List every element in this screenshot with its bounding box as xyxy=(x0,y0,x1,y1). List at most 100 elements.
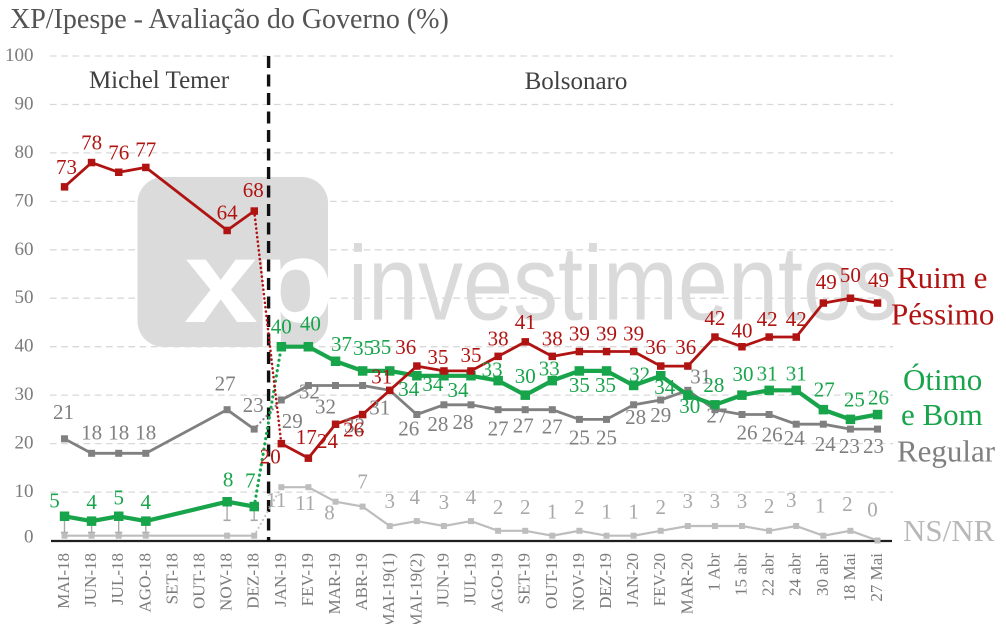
svg-text:JUN-19: JUN-19 xyxy=(433,553,452,607)
svg-text:28: 28 xyxy=(453,410,474,434)
svg-text:27: 27 xyxy=(706,404,727,428)
svg-text:ABR-19: ABR-19 xyxy=(352,553,371,611)
svg-text:JUL-19: JUL-19 xyxy=(461,553,480,605)
svg-text:8: 8 xyxy=(223,468,234,492)
svg-text:2: 2 xyxy=(520,495,531,519)
svg-text:18 Mai: 18 Mai xyxy=(840,553,859,602)
svg-text:18: 18 xyxy=(81,420,102,444)
svg-text:23: 23 xyxy=(863,434,884,458)
svg-text:10: 10 xyxy=(15,481,34,502)
svg-text:4: 4 xyxy=(86,490,97,514)
svg-text:FEV-19: FEV-19 xyxy=(298,553,317,606)
svg-text:38: 38 xyxy=(542,326,563,350)
svg-text:25: 25 xyxy=(569,425,590,449)
svg-text:34: 34 xyxy=(654,375,676,399)
svg-text:SET-19: SET-19 xyxy=(515,553,534,604)
svg-text:NS/NR: NS/NR xyxy=(903,513,995,548)
svg-text:3: 3 xyxy=(683,489,694,513)
svg-text:1: 1 xyxy=(547,500,558,524)
svg-text:49: 49 xyxy=(868,268,889,292)
svg-text:11: 11 xyxy=(266,488,286,512)
svg-text:76: 76 xyxy=(108,140,129,164)
svg-text:MAI-19(2): MAI-19(2) xyxy=(406,553,425,624)
svg-text:24: 24 xyxy=(784,426,806,450)
svg-text:JUN-18: JUN-18 xyxy=(81,553,100,607)
svg-text:64: 64 xyxy=(217,200,239,224)
svg-text:JUL-18: JUL-18 xyxy=(108,553,127,605)
svg-text:e Bom: e Bom xyxy=(901,397,983,432)
svg-text:29: 29 xyxy=(650,403,671,427)
svg-text:DEZ-18: DEZ-18 xyxy=(244,553,263,609)
svg-text:35: 35 xyxy=(427,345,448,369)
svg-text:4: 4 xyxy=(466,485,477,509)
svg-text:MAR-20: MAR-20 xyxy=(677,553,696,614)
svg-text:21: 21 xyxy=(53,400,74,424)
svg-text:3: 3 xyxy=(737,489,748,513)
svg-text:MAR-19: MAR-19 xyxy=(325,553,344,614)
svg-text:68: 68 xyxy=(243,178,264,202)
svg-text:31: 31 xyxy=(690,364,711,388)
svg-text:26: 26 xyxy=(398,417,419,441)
svg-text:3: 3 xyxy=(384,489,395,513)
svg-text:3: 3 xyxy=(439,490,450,514)
svg-text:2: 2 xyxy=(842,492,853,516)
svg-text:42: 42 xyxy=(786,307,807,331)
svg-text:8: 8 xyxy=(324,501,335,525)
svg-text:20: 20 xyxy=(260,445,281,469)
svg-text:18: 18 xyxy=(108,420,129,444)
svg-text:40: 40 xyxy=(732,319,753,343)
svg-text:33: 33 xyxy=(482,358,503,382)
svg-text:32: 32 xyxy=(344,414,365,438)
svg-text:FEV-20: FEV-20 xyxy=(650,553,669,606)
svg-text:73: 73 xyxy=(56,155,77,179)
svg-text:7: 7 xyxy=(357,470,368,494)
svg-text:AGO-19: AGO-19 xyxy=(488,553,507,613)
svg-text:0: 0 xyxy=(867,498,878,522)
svg-text:26: 26 xyxy=(762,423,783,447)
svg-text:50: 50 xyxy=(15,287,34,308)
svg-text:OUT-19: OUT-19 xyxy=(542,553,561,609)
svg-text:22 abr: 22 abr xyxy=(759,553,778,596)
svg-text:27: 27 xyxy=(814,378,835,402)
svg-text:Bolsonaro: Bolsonaro xyxy=(525,68,628,95)
svg-text:39: 39 xyxy=(569,322,590,346)
svg-text:NOV-18: NOV-18 xyxy=(217,553,236,611)
svg-text:27: 27 xyxy=(215,372,236,396)
svg-text:31: 31 xyxy=(369,395,390,419)
svg-text:27: 27 xyxy=(542,415,563,439)
svg-text:4: 4 xyxy=(410,485,421,509)
svg-text:Regular: Regular xyxy=(897,434,996,469)
svg-text:3: 3 xyxy=(786,488,797,512)
svg-text:32: 32 xyxy=(629,363,650,387)
svg-text:NOV-19: NOV-19 xyxy=(569,553,588,611)
svg-text:42: 42 xyxy=(757,307,778,331)
svg-text:35: 35 xyxy=(595,373,616,397)
svg-text:MAI-18: MAI-18 xyxy=(54,553,73,609)
svg-text:36: 36 xyxy=(645,335,666,359)
svg-text:SET-18: SET-18 xyxy=(162,553,181,604)
svg-text:40: 40 xyxy=(271,315,292,339)
svg-text:15 abr: 15 abr xyxy=(732,553,751,596)
svg-text:100: 100 xyxy=(5,45,34,66)
svg-text:30: 30 xyxy=(733,362,754,386)
svg-text:5: 5 xyxy=(49,488,60,512)
svg-text:39: 39 xyxy=(596,322,617,346)
svg-text:1 Abr: 1 Abr xyxy=(704,553,723,592)
svg-text:26: 26 xyxy=(868,386,889,410)
svg-text:JAN-20: JAN-20 xyxy=(623,553,642,607)
svg-text:28: 28 xyxy=(703,373,724,397)
svg-text:2: 2 xyxy=(493,495,504,519)
svg-text:35: 35 xyxy=(461,343,482,367)
svg-text:41: 41 xyxy=(515,310,536,334)
svg-text:26: 26 xyxy=(343,418,364,442)
svg-text:35: 35 xyxy=(370,335,391,359)
svg-text:28: 28 xyxy=(427,412,448,436)
svg-text:32: 32 xyxy=(299,380,320,404)
svg-text:32: 32 xyxy=(315,395,336,419)
svg-text:38: 38 xyxy=(488,326,509,350)
svg-text:Ruim e: Ruim e xyxy=(897,260,987,295)
svg-text:49: 49 xyxy=(816,270,837,294)
svg-text:60: 60 xyxy=(15,239,34,260)
svg-text:XP/Ipespe - Avaliação do Gover: XP/Ipespe - Avaliação do Governo (%) xyxy=(10,4,449,35)
svg-text:25: 25 xyxy=(596,425,617,449)
